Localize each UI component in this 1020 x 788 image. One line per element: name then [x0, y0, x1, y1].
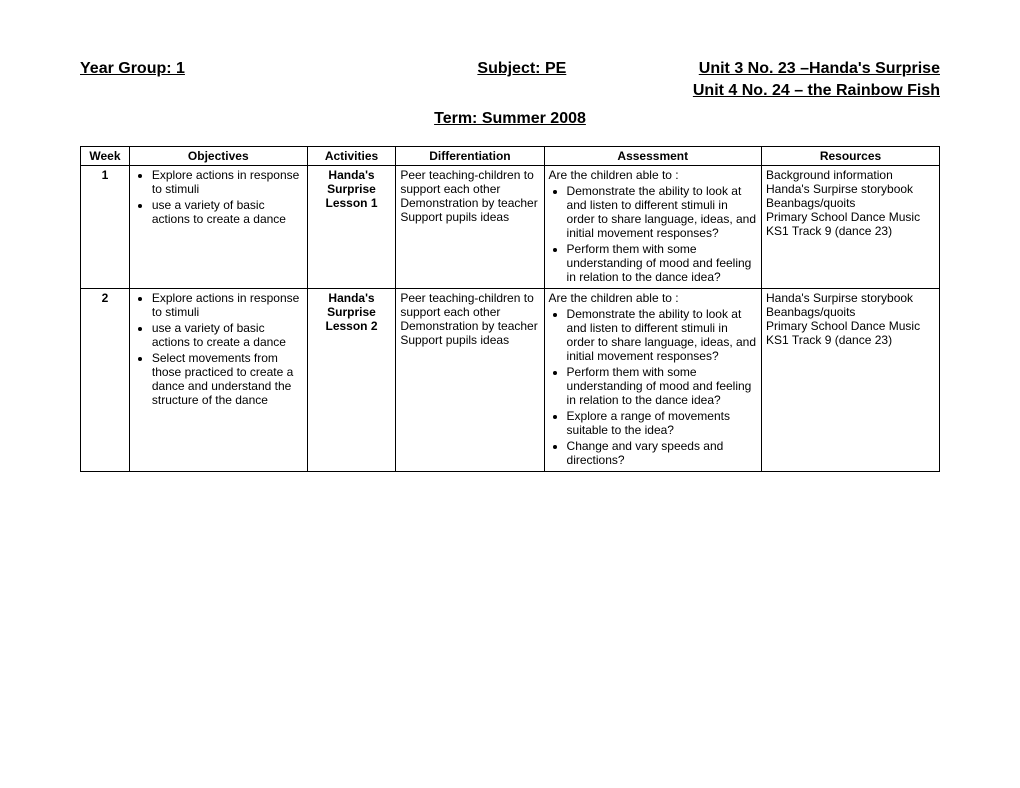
col-week: Week: [81, 147, 130, 166]
cell-objectives: Explore actions in response to stimulius…: [129, 289, 307, 472]
term: Term: Summer 2008: [80, 110, 940, 128]
unit-line-1: Unit 3 No. 23 –Handa's Surprise: [699, 60, 940, 78]
cell-week: 2: [81, 289, 130, 472]
list-item: Demonstrate the ability to look at and l…: [567, 184, 757, 240]
col-differentiation: Differentiation: [396, 147, 544, 166]
col-activities: Activities: [307, 147, 396, 166]
plan-table: Week Objectives Activities Differentiati…: [80, 146, 940, 472]
year-group: Year Group: 1: [80, 60, 185, 78]
unit-line-2-row: Unit 4 No. 24 – the Rainbow Fish: [80, 82, 940, 100]
list-item: Explore actions in response to stimuli: [152, 291, 303, 319]
table-row: 1Explore actions in response to stimuliu…: [81, 166, 940, 289]
list-item: Perform them with some understanding of …: [567, 365, 757, 407]
col-assessment: Assessment: [544, 147, 761, 166]
cell-resources: Background informationHanda's Surpirse s…: [762, 166, 940, 289]
col-resources: Resources: [762, 147, 940, 166]
list-item: Demonstrate the ability to look at and l…: [567, 307, 757, 363]
list-item: use a variety of basic actions to create…: [152, 321, 303, 349]
table-row: 2Explore actions in response to stimuliu…: [81, 289, 940, 472]
assessment-lead: Are the children able to :: [549, 291, 757, 305]
subject: Subject: PE: [477, 60, 566, 78]
header-row: Year Group: 1 Subject: PE Unit 3 No. 23 …: [80, 60, 940, 78]
cell-activities: Handa's Surprise Lesson 2: [307, 289, 396, 472]
list-item: Select movements from those practiced to…: [152, 351, 303, 407]
list-item: Perform them with some understanding of …: [567, 242, 757, 284]
col-objectives: Objectives: [129, 147, 307, 166]
unit-line-2: Unit 4 No. 24 – the Rainbow Fish: [693, 82, 940, 100]
table-header-row: Week Objectives Activities Differentiati…: [81, 147, 940, 166]
assessment-lead: Are the children able to :: [549, 168, 757, 182]
list-item: Explore a range of movements suitable to…: [567, 409, 757, 437]
cell-assessment: Are the children able to : Demonstrate th…: [544, 166, 761, 289]
cell-activities: Handa's Surprise Lesson 1: [307, 166, 396, 289]
list-item: use a variety of basic actions to create…: [152, 198, 303, 226]
list-item: Explore actions in response to stimuli: [152, 168, 303, 196]
cell-differentiation: Peer teaching-children to support each o…: [396, 166, 544, 289]
cell-differentiation: Peer teaching-children to support each o…: [396, 289, 544, 472]
cell-resources: Handa's Surpirse storybookBeanbags/quoit…: [762, 289, 940, 472]
list-item: Change and vary speeds and directions?: [567, 439, 757, 467]
cell-assessment: Are the children able to : Demonstrate th…: [544, 289, 761, 472]
cell-objectives: Explore actions in response to stimulius…: [129, 166, 307, 289]
cell-week: 1: [81, 166, 130, 289]
